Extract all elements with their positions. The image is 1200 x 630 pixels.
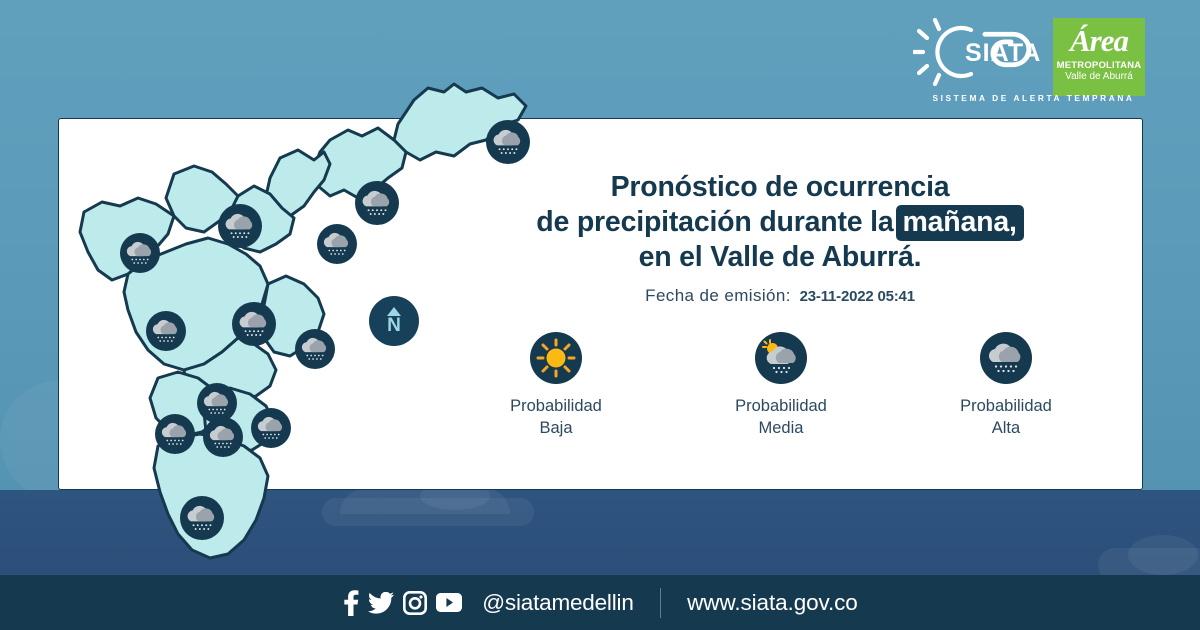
headline-line-2-text: de precipitación durante la [536,206,894,238]
map-marker-alta-1 [355,181,399,225]
area-logo-valle: Valle de Aburrá [1065,71,1133,82]
page-title: Pronóstico de ocurrencia de precipitació… [450,170,1110,275]
twitter-icon[interactable] [368,591,395,614]
decorative-cloud-center-top [340,488,510,514]
cloud-rain-icon [980,332,1032,384]
cloud-rain-icon [251,408,291,448]
cloud-rain-icon [486,120,530,164]
legend-label-baja-line1: Probabilidad [510,397,602,415]
decorative-cloud-right-bump [1128,535,1198,575]
cloud-rain-icon [146,311,186,351]
legend-label-baja-line2: Baja [539,419,573,437]
legend-label-alta: Probabilidad Alta [960,395,1052,439]
footer-divider [659,587,662,618]
sun-cloud-logo-icon: SIATA [913,18,1041,86]
legend-label-media-line2: Media [758,419,804,437]
valle-de-aburra-map: N [62,48,542,560]
youtube-icon[interactable] [436,593,463,612]
cloud-rain-icon [155,414,195,454]
instagram-icon[interactable] [403,590,428,615]
tagline: SISTEMA DE ALERTA TEMPRANA [932,93,1135,103]
website-url[interactable]: www.siata.gov.co [687,589,858,615]
legend-item-alta: Probabilidad Alta [916,332,1096,439]
footer-content: @siatamedellin www.siata.gov.co [0,575,1200,630]
area-logo-script: Área [1070,23,1129,58]
compass-label: N [387,315,401,336]
emission-date: Fecha de emisión: 23-11-2022 05:41 [450,286,1110,306]
map-marker-alta-5 [232,302,276,346]
area-metropolitana-logo: Área METROPOLITANA Valle de Aburrá [1053,18,1145,96]
cloud-rain-icon [317,224,357,264]
cloud-rain-icon [218,204,262,248]
headline-highlight: mañana, [895,205,1024,241]
emission-date-label: Fecha de emisión: [645,286,791,305]
area-logo-metropolitana: METROPOLITANA [1056,60,1142,71]
map-marker-alta-6 [146,311,186,351]
probability-legend: Probabilidad Baja Probabilidad Media [466,332,1096,439]
map-marker-alta-10 [203,417,243,457]
cloud-rain-icon [180,496,224,540]
map-marker-alta-0 [486,120,530,164]
legend-label-media: Probabilidad Media [735,395,827,439]
legend-item-baja: Probabilidad Baja [466,332,646,439]
emission-date-value: 23-11-2022 05:41 [799,288,915,305]
map-marker-alta-12 [180,496,224,540]
compass-needle [387,307,401,316]
sun-cloud-rain-icon [755,332,807,384]
cloud-rain-icon [120,233,160,273]
legend-label-media-line1: Probabilidad [735,397,827,415]
map-marker-alta-9 [155,414,195,454]
map-marker-alta-8 [197,383,237,423]
headline-line-1: Pronóstico de ocurrencia [610,171,950,203]
map-marker-alta-4 [120,233,160,273]
map-marker-alta-11 [251,408,291,448]
map-marker-alta-2 [218,204,262,248]
svg-text:SIATA: SIATA [965,39,1041,67]
legend-label-alta-line2: Alta [991,419,1021,437]
cloud-rain-icon [197,383,237,423]
cloud-rain-icon [355,181,399,225]
sun-icon [530,332,582,384]
siata-logo: SIATA [913,18,1043,86]
map-marker-alta-3 [317,224,357,264]
cloud-rain-icon [232,302,276,346]
compass-north-icon: N [369,296,419,346]
legend-label-alta-line1: Probabilidad [960,397,1052,415]
decorative-cloud-center [322,498,534,526]
headline-line-3: en el Valle de Aburrá. [638,241,922,273]
footer-bar [0,575,1200,630]
legend-label-baja: Probabilidad Baja [510,395,602,439]
social-links [342,589,463,616]
facebook-icon[interactable] [342,589,359,616]
cloud-rain-icon [295,329,335,369]
headline-line-2: de precipitación durante la mañana, [450,205,1110,241]
legend-item-media: Probabilidad Media [691,332,871,439]
map-marker-alta-7 [295,329,335,369]
social-handle[interactable]: @siatamedellin [482,589,634,615]
logo-block: SIATA Área METROPOLITANA Valle de Aburrá [913,18,1145,96]
cloud-rain-icon [203,417,243,457]
